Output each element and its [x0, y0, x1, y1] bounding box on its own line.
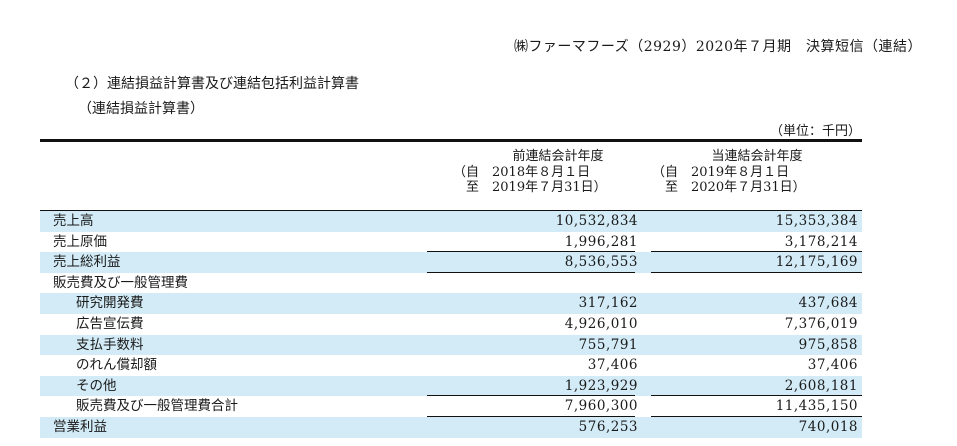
row-label: 売上高 [53, 213, 94, 229]
row-rnd: 研究開発費 317,162 437,684 [40, 293, 862, 314]
prior-value: 10,532,834 [555, 213, 638, 229]
row-sga-header: 販売費及び一般管理費 [40, 273, 862, 294]
period-header-row: 前連結会計年度 （自 2018年８月１日 至 2019年７月31日） 当連結会計… [40, 142, 862, 211]
current-period-column-header: 当連結会計年度 （自 2019年８月１日 至 2020年７月31日） [652, 149, 862, 196]
section-title: （２）連結損益計算書及び連結包括利益計算書 [65, 76, 359, 92]
current-value: 11,435,150 [775, 398, 858, 415]
prior-value: 576,253 [578, 418, 638, 435]
prior-value: 37,406 [587, 357, 638, 374]
row-label: 研究開発費 [76, 295, 144, 312]
prior-value: 1,923,929 [564, 377, 638, 394]
row-gross-profit: 売上総利益 8,536,553 12,175,169 [40, 252, 862, 273]
prior-value: 755,791 [578, 336, 638, 353]
row-label: のれん償却額 [76, 357, 157, 374]
current-value: 975,858 [798, 336, 858, 353]
prior-value: 317,162 [578, 295, 638, 312]
row-label: 広告宣伝費 [76, 315, 144, 332]
row-advertising: 広告宣伝費 4,926,010 7,376,019 [40, 314, 862, 335]
prior-value: 7,960,300 [564, 398, 638, 415]
prior-value: 4,926,010 [564, 315, 638, 332]
row-cost-of-sales: 売上原価 1,996,281 3,178,214 [40, 232, 862, 253]
current-value: 12,175,169 [775, 254, 858, 271]
row-goodwill-amortization: のれん償却額 37,406 37,406 [40, 355, 862, 376]
row-fees: 支払手数料 755,791 975,858 [40, 334, 862, 356]
prior-period-to: 至 2019年７月31日） [453, 180, 607, 195]
current-value: 740,018 [798, 418, 858, 435]
row-other: その他 1,923,929 2,608,181 [40, 375, 862, 397]
row-net-sales: 売上高 10,532,834 15,353,384 [40, 211, 862, 232]
current-value: 37,406 [807, 357, 858, 374]
current-value: 3,178,214 [784, 233, 858, 250]
prior-value: 1,996,281 [564, 233, 638, 250]
current-value: 7,376,019 [784, 315, 858, 332]
prior-period-from: （自 2018年８月１日 [453, 164, 591, 180]
row-label: 支払手数料 [76, 336, 144, 353]
income-statement-table: 前連結会計年度 （自 2018年８月１日 至 2019年７月31日） 当連結会計… [40, 139, 862, 438]
row-label: その他 [76, 377, 117, 394]
current-value: 15,353,384 [775, 213, 858, 229]
row-label: 売上原価 [53, 233, 107, 250]
row-label: 売上総利益 [53, 254, 121, 271]
current-value: 437,684 [798, 295, 858, 312]
unit-label: （単位：千円） [769, 124, 861, 139]
prior-period-column-header: 前連結会計年度 （自 2018年８月１日 至 2019年７月31日） [453, 149, 663, 196]
company-header: ㈱ファーマフーズ（2929）2020年７月期 決算短信（連結） [513, 39, 922, 55]
section-subtitle: （連結損益計算書） [78, 101, 204, 117]
current-period-heading: 当連結会計年度 [711, 149, 803, 164]
row-label: 販売費及び一般管理費合計 [76, 398, 238, 415]
current-period-from: （自 2019年８月１日 [652, 164, 790, 180]
row-operating-income: 営業利益 576,253 740,018 [40, 416, 862, 438]
prior-period-heading: 前連結会計年度 [512, 149, 604, 164]
current-period-to: 至 2020年７月31日） [652, 180, 806, 195]
current-value: 2,608,181 [784, 377, 858, 394]
row-label: 販売費及び一般管理費 [53, 274, 188, 291]
row-sga-total: 販売費及び一般管理費合計 7,960,300 11,435,150 [40, 396, 862, 417]
prior-value: 8,536,553 [564, 254, 638, 271]
row-label: 営業利益 [53, 418, 107, 435]
